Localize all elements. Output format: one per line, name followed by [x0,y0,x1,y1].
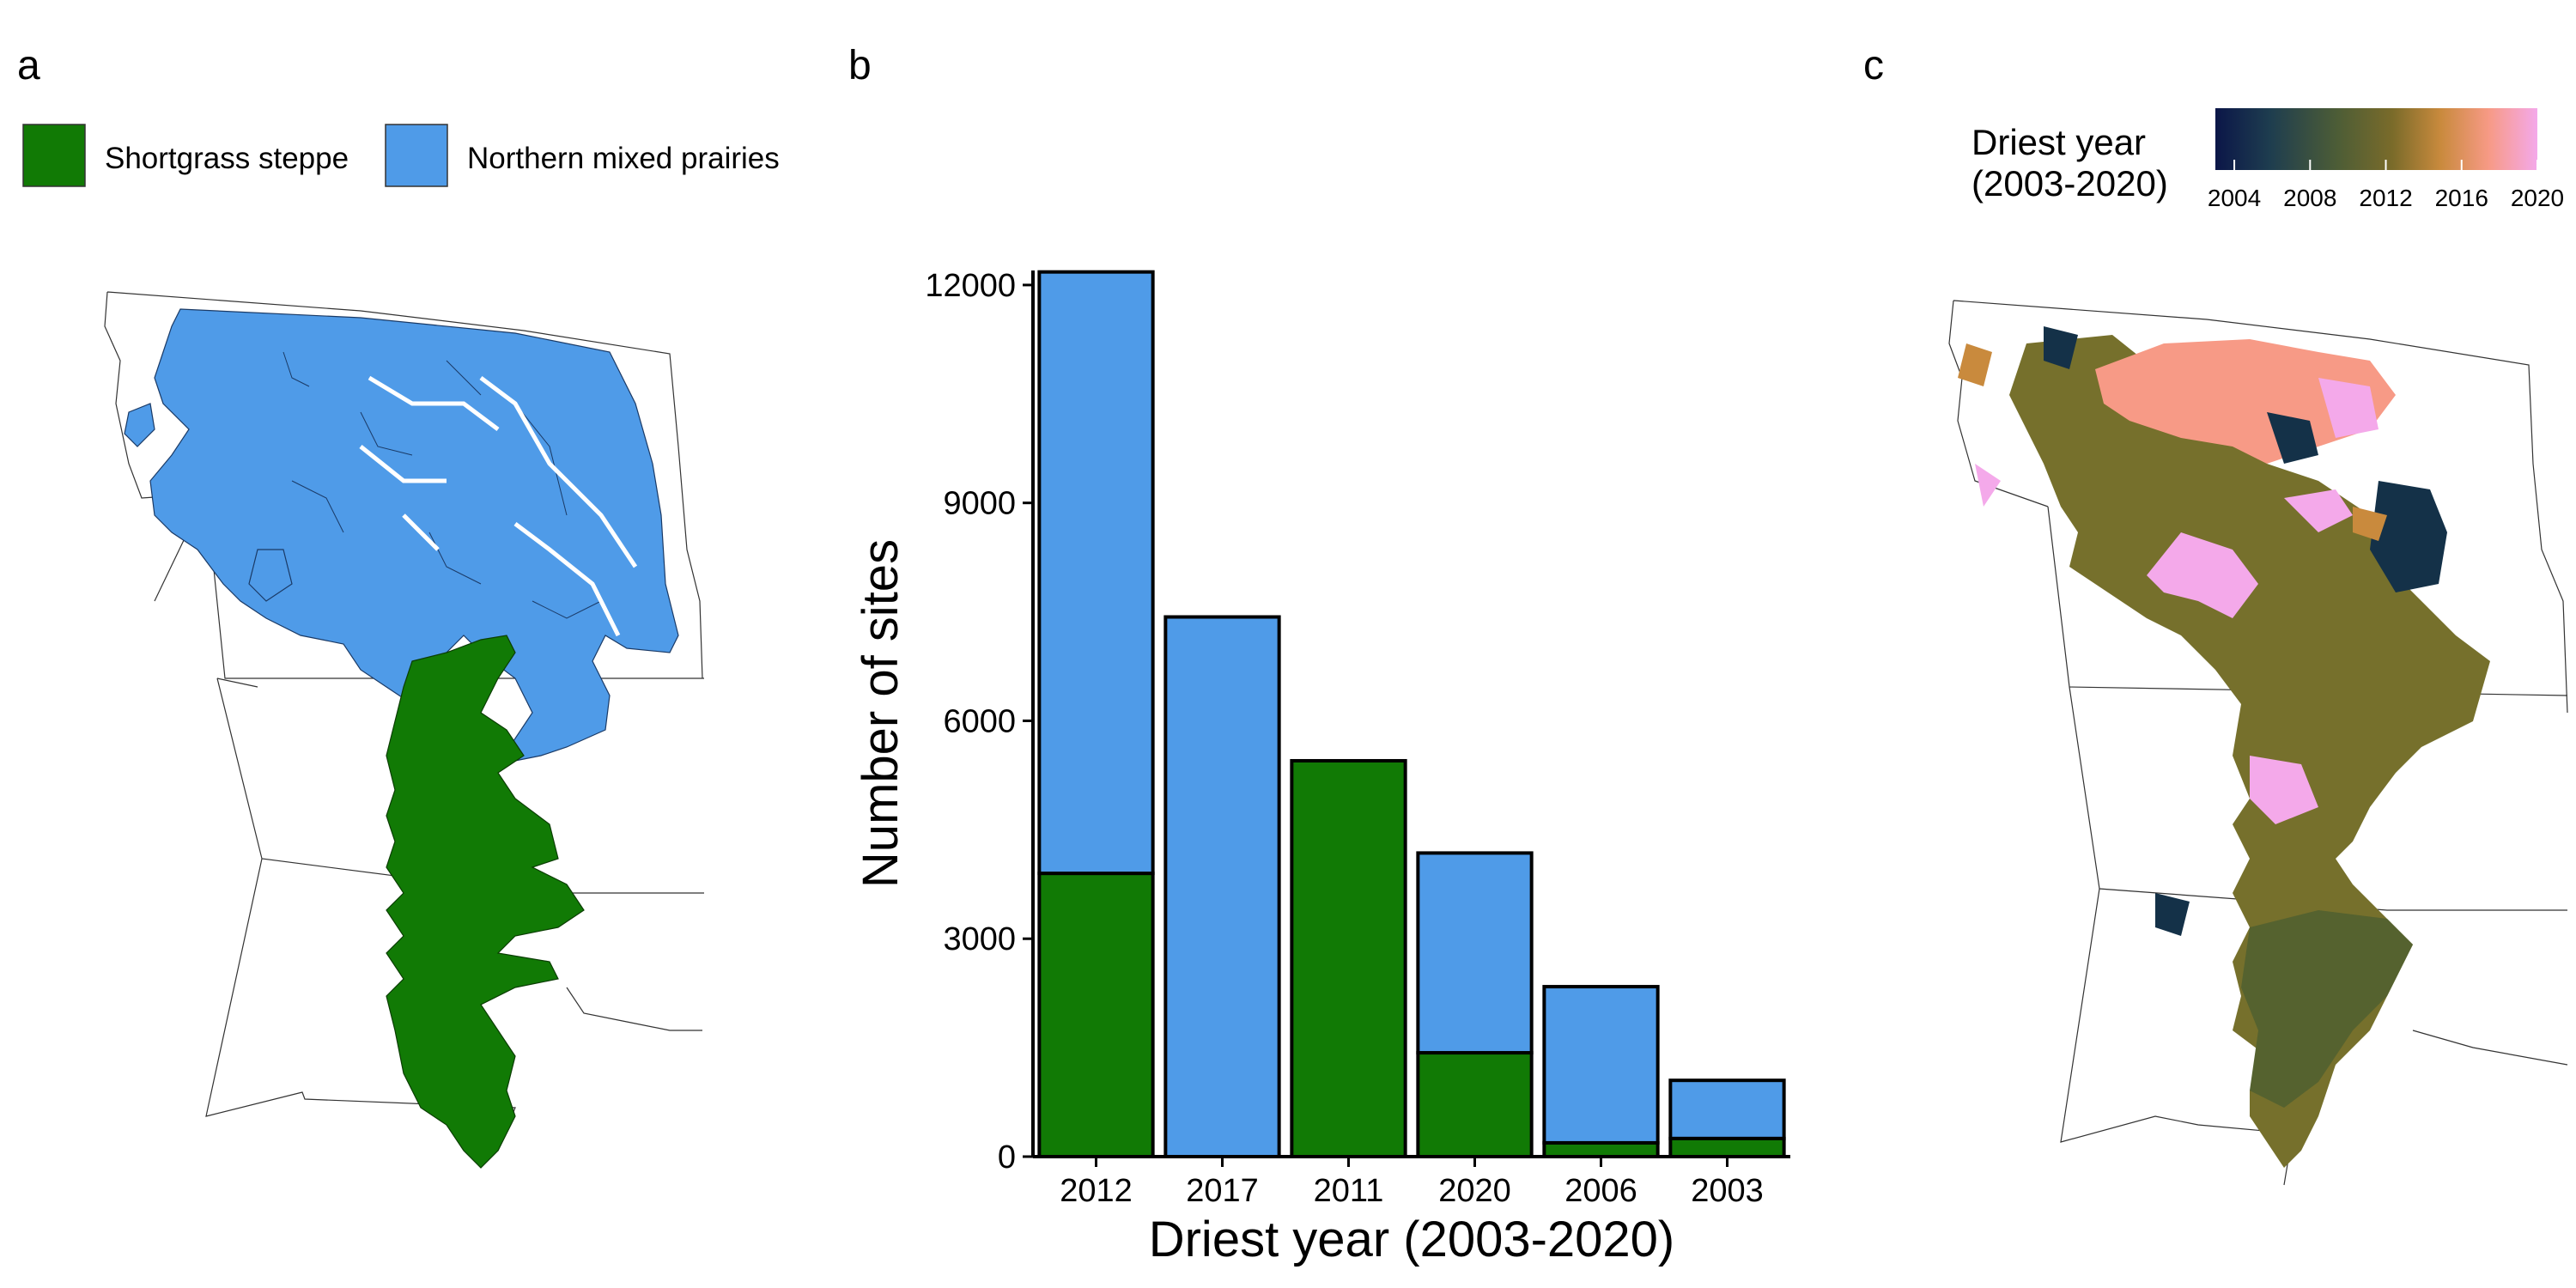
bar-2006-northern [1542,985,1660,1145]
driest-year-salmon-region [2095,339,2396,464]
bar-2011-shortgrass [1290,758,1407,1158]
driest-year-dark-olive-south [2241,910,2413,1108]
bar-2003-northern [1668,1078,1786,1140]
bar-2012-northern [1037,270,1155,876]
panel-a-letter: a [17,43,40,88]
bar-2003-shortgrass [1668,1136,1786,1158]
panel-b: b 2012 2017 2011 2020 2006 2003 0 3000 6000 9000 1… [848,43,1790,1267]
region-shortgrass-steppe [386,635,585,1169]
colorbar-tick-label-2020: 2020 [2511,185,2564,211]
bar-2012-shortgrass [1037,872,1155,1159]
y-tick-label-3000: 3000 [943,921,1016,957]
legend-swatch-northern [385,124,448,187]
x-tick-label-2003: 2003 [1691,1173,1764,1209]
panel-a-legend: Shortgrass steppe Northern mixed prairie… [22,124,780,187]
colorbar-title-line2: (2003-2020) [1971,163,2168,204]
bar-2020-northern [1416,851,1534,1055]
y-tick-label-0: 0 [998,1139,1016,1176]
colorbar-ticks: 2004 2008 2012 2016 2020 [2208,160,2564,211]
colorbar-tick-label-2004: 2004 [2208,185,2261,211]
y-tick-label-9000: 9000 [943,486,1016,522]
x-tick-label-2006: 2006 [1564,1173,1637,1209]
legend-label-shortgrass: Shortgrass steppe [105,142,349,175]
panel-c-map [1948,300,2568,1186]
legend-label-northern: Northern mixed prairies [467,142,780,175]
panel-c-colorbar-legend: Driest year (2003-2020) 2004 2008 2012 2016… [1971,108,2564,211]
bar-2006-shortgrass [1542,1140,1660,1158]
panel-c: c Driest year (2003-2020) 2004 2008 2012 20… [1863,43,2568,1186]
x-tick-label-2017: 2017 [1186,1173,1259,1209]
x-tick-label-2012: 2012 [1060,1173,1133,1209]
colorbar [2215,108,2537,170]
legend-swatch-shortgrass [22,124,86,187]
y-tick-label-12000: 12000 [925,268,1016,304]
bar-chart: 2012 2017 2011 2020 2006 2003 0 3000 6000 9000 120… [853,268,1790,1267]
x-axis-title: Driest year (2003-2020) [1149,1212,1675,1267]
driest-year-pink-patches [1975,378,2379,824]
colorbar-tick-label-2016: 2016 [2435,185,2488,211]
driest-year-olive-region [2009,335,2490,1168]
x-tick-label-2011: 2011 [1314,1173,1384,1209]
y-axis-title: Number of sites [853,539,908,888]
x-tick-label-2020: 2020 [1438,1173,1511,1209]
map-internal-lines-a [283,351,602,619]
panel-b-letter: b [848,43,872,88]
bar-2020-shortgrass [1416,1051,1534,1158]
colorbar-title-line1: Driest year [1971,122,2146,162]
colorbar-tick-label-2008: 2008 [2283,185,2336,211]
panel-c-letter: c [1863,43,1884,88]
panel-a: a Shortgrass steppe Northern mixed prair… [17,43,780,1169]
bar-2017-northern [1163,615,1281,1158]
map-rivers-a [359,375,638,637]
colorbar-tick-label-2012: 2012 [2359,185,2412,211]
y-tick-label-6000: 6000 [943,703,1016,739]
panel-a-map [104,291,704,1169]
